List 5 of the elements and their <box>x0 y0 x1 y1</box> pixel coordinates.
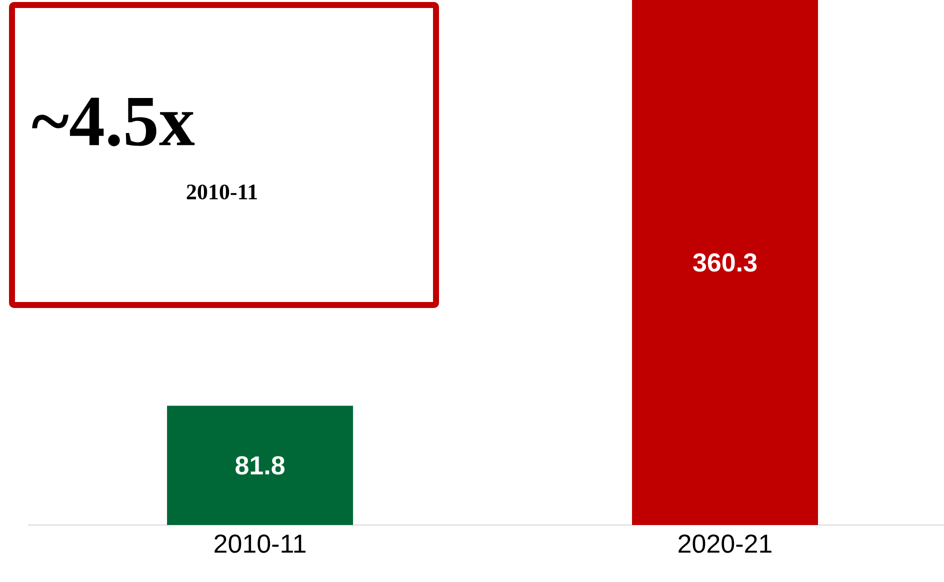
annotation: ~4.5x <box>32 98 195 146</box>
annotation: 2010-11 <box>186 184 257 200</box>
x-tick-label: 2020-21 <box>678 534 772 553</box>
data-label: 81.8 <box>236 456 285 475</box>
data-label: 360.3 <box>693 253 757 272</box>
